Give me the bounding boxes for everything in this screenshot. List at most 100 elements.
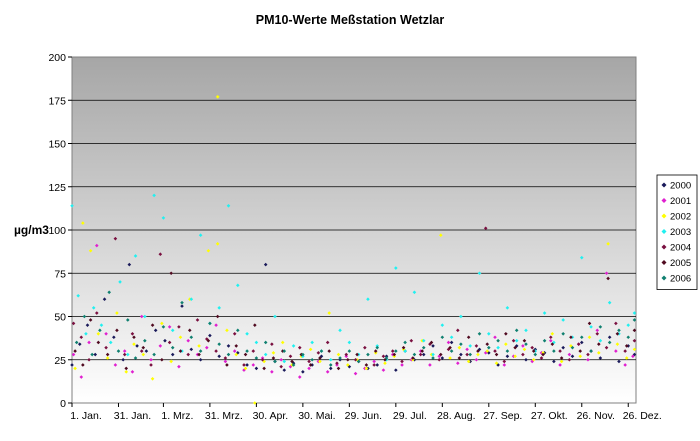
data-point-2000 bbox=[459, 352, 463, 357]
data-point-2002 bbox=[81, 221, 85, 225]
data-point-2003 bbox=[170, 328, 175, 333]
data-point-2006 bbox=[589, 349, 593, 353]
data-point-2000 bbox=[561, 345, 565, 350]
data-point-2004 bbox=[474, 344, 479, 348]
data-point-2006 bbox=[421, 345, 426, 350]
data-point-2004 bbox=[483, 226, 488, 231]
data-point-2004 bbox=[270, 342, 274, 346]
data-point-2003 bbox=[440, 323, 445, 327]
data-point-2004 bbox=[418, 352, 423, 357]
data-point-2005 bbox=[253, 323, 257, 327]
data-point-2001 bbox=[149, 357, 153, 362]
y-axis-label: µg/m3 bbox=[14, 223, 49, 237]
data-point-2005 bbox=[308, 363, 313, 367]
y-tick-label: 25 bbox=[54, 355, 66, 367]
data-point-2004 bbox=[79, 335, 84, 340]
data-point-2001 bbox=[214, 323, 218, 327]
data-point-2004 bbox=[372, 363, 376, 367]
data-point-2001 bbox=[623, 363, 627, 367]
data-point-2005 bbox=[587, 321, 592, 326]
data-point-2005 bbox=[513, 345, 517, 350]
data-point-2001 bbox=[474, 357, 479, 362]
data-point-2003 bbox=[263, 352, 268, 357]
data-point-2001 bbox=[465, 347, 469, 352]
data-point-2003 bbox=[561, 318, 565, 322]
data-point-2005 bbox=[115, 328, 119, 333]
data-point-2002 bbox=[243, 366, 248, 371]
data-point-2006 bbox=[459, 342, 463, 346]
data-point-2000 bbox=[552, 359, 556, 364]
data-point-2005 bbox=[429, 340, 434, 345]
data-point-2006 bbox=[468, 352, 473, 357]
data-point-2005 bbox=[632, 328, 637, 333]
data-point-2006 bbox=[431, 356, 435, 360]
gridlines bbox=[72, 99, 636, 361]
data-point-2002 bbox=[364, 366, 369, 371]
data-point-2003 bbox=[347, 340, 352, 345]
data-point-2002 bbox=[178, 335, 183, 340]
data-point-2003 bbox=[477, 271, 482, 276]
data-point-2006 bbox=[487, 345, 491, 350]
data-point-2001 bbox=[604, 271, 609, 276]
data-point-2004 bbox=[604, 345, 609, 350]
data-point-2000 bbox=[347, 364, 352, 369]
data-point-2006 bbox=[607, 340, 612, 345]
data-point-2003 bbox=[310, 340, 314, 345]
legend-label: 2006 bbox=[670, 274, 691, 285]
data-point-2001 bbox=[372, 359, 376, 364]
data-point-2002 bbox=[632, 347, 637, 352]
data-point-2003 bbox=[459, 314, 463, 319]
data-point-2003 bbox=[143, 314, 147, 319]
data-point-2006 bbox=[133, 356, 138, 360]
data-point-2006 bbox=[514, 328, 519, 333]
data-point-2001 bbox=[104, 332, 108, 336]
data-point-2003 bbox=[412, 290, 417, 295]
data-point-2000 bbox=[85, 323, 90, 327]
data-point-2003 bbox=[273, 314, 277, 319]
data-point-2006 bbox=[477, 332, 482, 336]
data-point-2002 bbox=[271, 351, 276, 355]
data-point-2002 bbox=[327, 311, 332, 315]
data-point-2004 bbox=[493, 349, 497, 353]
data-point-2006 bbox=[254, 356, 259, 360]
data-point-2000 bbox=[263, 262, 268, 267]
data-point-2003 bbox=[468, 344, 473, 348]
data-point-2004 bbox=[623, 349, 627, 353]
data-point-2003 bbox=[254, 340, 259, 345]
data-point-2006 bbox=[384, 356, 389, 360]
data-point-2003 bbox=[152, 193, 156, 198]
data-point-2006 bbox=[505, 349, 510, 353]
data-point-2005 bbox=[132, 335, 136, 340]
data-point-2003 bbox=[421, 338, 426, 343]
data-point-2000 bbox=[431, 344, 435, 348]
data-point-2000 bbox=[226, 344, 231, 348]
data-point-2002 bbox=[559, 359, 564, 364]
data-point-2005 bbox=[466, 335, 471, 340]
data-point-2000 bbox=[77, 342, 82, 346]
data-point-2001 bbox=[428, 363, 432, 367]
data-point-2003 bbox=[607, 300, 612, 305]
data-point-2005 bbox=[327, 349, 332, 353]
x-tick-label: 30. Apr. bbox=[253, 410, 289, 422]
data-point-2003 bbox=[403, 349, 407, 353]
x-tick-label: 1. Mrz. bbox=[161, 410, 193, 422]
data-point-2003 bbox=[133, 254, 138, 258]
data-point-2004 bbox=[363, 345, 367, 350]
data-point-2000 bbox=[579, 340, 584, 345]
data-point-2001 bbox=[446, 340, 451, 345]
data-point-2006 bbox=[617, 328, 621, 333]
data-point-2004 bbox=[139, 349, 144, 353]
data-point-2006 bbox=[579, 335, 584, 340]
data-point-2002 bbox=[115, 311, 119, 315]
data-point-2006 bbox=[235, 328, 240, 333]
data-point-2006 bbox=[208, 321, 212, 326]
data-point-2002 bbox=[262, 359, 266, 364]
data-point-2002 bbox=[141, 352, 146, 357]
data-point-2004 bbox=[158, 252, 163, 257]
data-point-2004 bbox=[279, 364, 283, 369]
data-point-2001 bbox=[139, 314, 144, 319]
data-point-2002 bbox=[457, 345, 462, 350]
data-point-2006 bbox=[412, 352, 417, 357]
data-point-2002 bbox=[587, 335, 592, 340]
data-point-2003 bbox=[449, 335, 454, 340]
